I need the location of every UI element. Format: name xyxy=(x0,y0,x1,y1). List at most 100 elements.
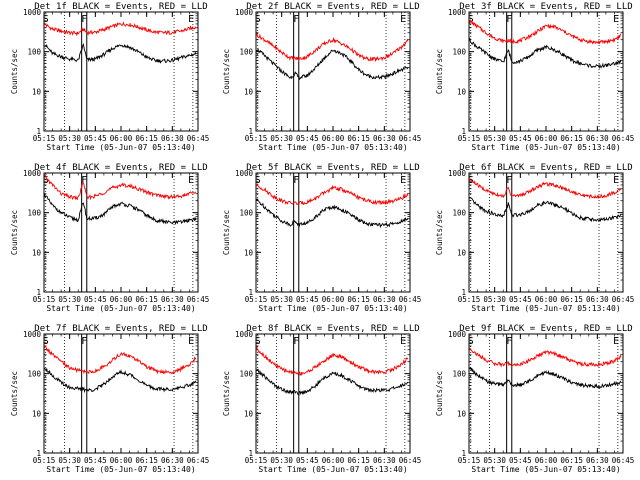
y-tick-label: 100 xyxy=(452,48,466,57)
y-axis-label: Counts/sec xyxy=(435,210,444,255)
marker-s: S xyxy=(468,14,474,25)
x-tick-label: 05:15 xyxy=(458,295,481,304)
x-tick-label: 06:45 xyxy=(399,295,422,304)
series-events-black xyxy=(256,47,409,81)
panel-det-5: Det 5f BLACK = Events, RED = LLD 1 10 100 10… xyxy=(222,163,421,313)
plot-frame xyxy=(43,172,199,293)
plot-frame xyxy=(255,11,411,132)
x-axis-label: Start Time (05-Jun-07 05:13:40) xyxy=(471,143,620,152)
panel-det-1: Det 1f BLACK = Events, RED = LLD 1 10 100 10… xyxy=(10,2,209,152)
panel-title: Det 3f BLACK = Events, RED = LLD xyxy=(459,2,632,12)
x-tick-label: 05:45 xyxy=(509,456,532,465)
x-tick-label: 05:45 xyxy=(84,134,107,143)
y-axis-label: Counts/sec xyxy=(435,371,444,416)
x-axis-label: Start Time (05-Jun-07 05:13:40) xyxy=(46,465,195,474)
panel-title: Det 2f BLACK = Events, RED = LLD xyxy=(246,2,419,12)
y-tick-label: 1000 xyxy=(235,169,254,178)
y-tick-label: 100 xyxy=(239,209,253,218)
plot-frame xyxy=(43,11,199,132)
x-tick-label: 05:45 xyxy=(296,295,319,304)
y-tick-label: 10 xyxy=(244,248,254,257)
y-tick-label: 1000 xyxy=(448,330,467,339)
y-tick-label: 100 xyxy=(27,209,41,218)
y-tick-label: 1 xyxy=(248,288,253,297)
marker-f: F xyxy=(81,336,87,347)
x-axis-label: Start Time (05-Jun-07 05:13:40) xyxy=(258,304,407,313)
marker-s: S xyxy=(43,14,49,25)
marker-f: F xyxy=(506,336,512,347)
x-tick-label: 06:00 xyxy=(535,456,558,465)
x-tick-label: 06:15 xyxy=(560,295,583,304)
y-tick-label: 100 xyxy=(27,48,41,57)
panel-det-3: Det 3f BLACK = Events, RED = LLD 1 10 100 10… xyxy=(435,2,634,152)
x-tick-label: 06:00 xyxy=(322,456,345,465)
marker-f: F xyxy=(81,175,87,186)
series-lld-red xyxy=(255,345,409,377)
marker-s: S xyxy=(255,336,261,347)
series-events-black xyxy=(468,367,622,389)
marker-s: S xyxy=(43,336,49,347)
marker-e: E xyxy=(400,175,406,186)
x-tick-label: 06:15 xyxy=(135,295,158,304)
series-lld-red xyxy=(44,174,196,201)
x-tick-label: 05:45 xyxy=(84,295,107,304)
y-axis-label: Counts/sec xyxy=(222,371,231,416)
x-tick-label: 06:15 xyxy=(560,456,583,465)
x-tick-label: 05:30 xyxy=(270,134,293,143)
x-tick-label: 05:30 xyxy=(270,456,293,465)
x-tick-label: 05:30 xyxy=(483,134,506,143)
x-tick-label: 05:45 xyxy=(296,134,319,143)
panel-title: Det 7f BLACK = Events, RED = LLD xyxy=(34,324,207,334)
panel-det-2: Det 2f BLACK = Events, RED = LLD 1 10 100 10… xyxy=(222,2,421,152)
x-axis-label: Start Time (05-Jun-07 05:13:40) xyxy=(258,143,407,152)
marker-e: E xyxy=(613,14,619,25)
panel-det-4: Det 4f BLACK = Events, RED = LLD 1 10 100 10… xyxy=(10,163,209,313)
y-axis-label: Counts/sec xyxy=(222,210,231,255)
x-axis-label: Start Time (05-Jun-07 05:13:40) xyxy=(46,143,195,152)
x-tick-label: 06:00 xyxy=(110,295,133,304)
y-tick-label: 100 xyxy=(239,48,253,57)
y-tick-label: 10 xyxy=(457,87,467,96)
panel-title: Det 8f BLACK = Events, RED = LLD xyxy=(246,324,419,334)
series-lld-red xyxy=(469,347,622,368)
x-tick-label: 05:15 xyxy=(33,134,56,143)
y-tick-label: 1 xyxy=(36,449,41,458)
series-events-black xyxy=(43,367,197,394)
marker-f: F xyxy=(506,14,512,25)
marker-f: F xyxy=(81,14,87,25)
panel-det-6: Det 6f BLACK = Events, RED = LLD 1 10 100 10… xyxy=(435,163,634,313)
panel-title: Det 6f BLACK = Events, RED = LLD xyxy=(459,163,632,173)
x-tick-label: 05:45 xyxy=(296,456,319,465)
x-tick-label: 06:30 xyxy=(586,295,609,304)
x-tick-label: 06:15 xyxy=(347,456,370,465)
panel-title: Det 9f BLACK = Events, RED = LLD xyxy=(459,324,632,334)
y-tick-label: 10 xyxy=(32,87,42,96)
panel-title: Det 5f BLACK = Events, RED = LLD xyxy=(246,163,419,173)
series-lld-red xyxy=(468,177,622,200)
x-tick-label: 06:15 xyxy=(135,134,158,143)
y-axis-label: Counts/sec xyxy=(435,49,444,94)
y-tick-label: 1 xyxy=(461,288,466,297)
x-tick-label: 05:45 xyxy=(509,295,532,304)
x-tick-label: 06:15 xyxy=(347,134,370,143)
y-tick-label: 100 xyxy=(452,209,466,218)
x-tick-label: 06:30 xyxy=(373,456,396,465)
x-axis-label: Start Time (05-Jun-07 05:13:40) xyxy=(471,304,620,313)
x-tick-label: 06:45 xyxy=(399,456,422,465)
y-axis-label: Counts/sec xyxy=(10,210,19,255)
y-tick-label: 1000 xyxy=(23,169,42,178)
x-tick-label: 06:00 xyxy=(110,134,133,143)
y-tick-label: 10 xyxy=(32,409,42,418)
series-events-black xyxy=(43,193,197,226)
plot-frame xyxy=(43,333,199,454)
x-tick-label: 05:15 xyxy=(33,295,56,304)
x-tick-label: 06:30 xyxy=(586,134,609,143)
x-tick-label: 06:00 xyxy=(322,295,345,304)
y-axis-label: Counts/sec xyxy=(10,49,19,94)
y-tick-label: 100 xyxy=(239,370,253,379)
series-events-black xyxy=(468,196,622,223)
series-events-black xyxy=(44,42,197,64)
plot-frame xyxy=(468,172,624,293)
x-tick-label: 05:15 xyxy=(245,295,268,304)
